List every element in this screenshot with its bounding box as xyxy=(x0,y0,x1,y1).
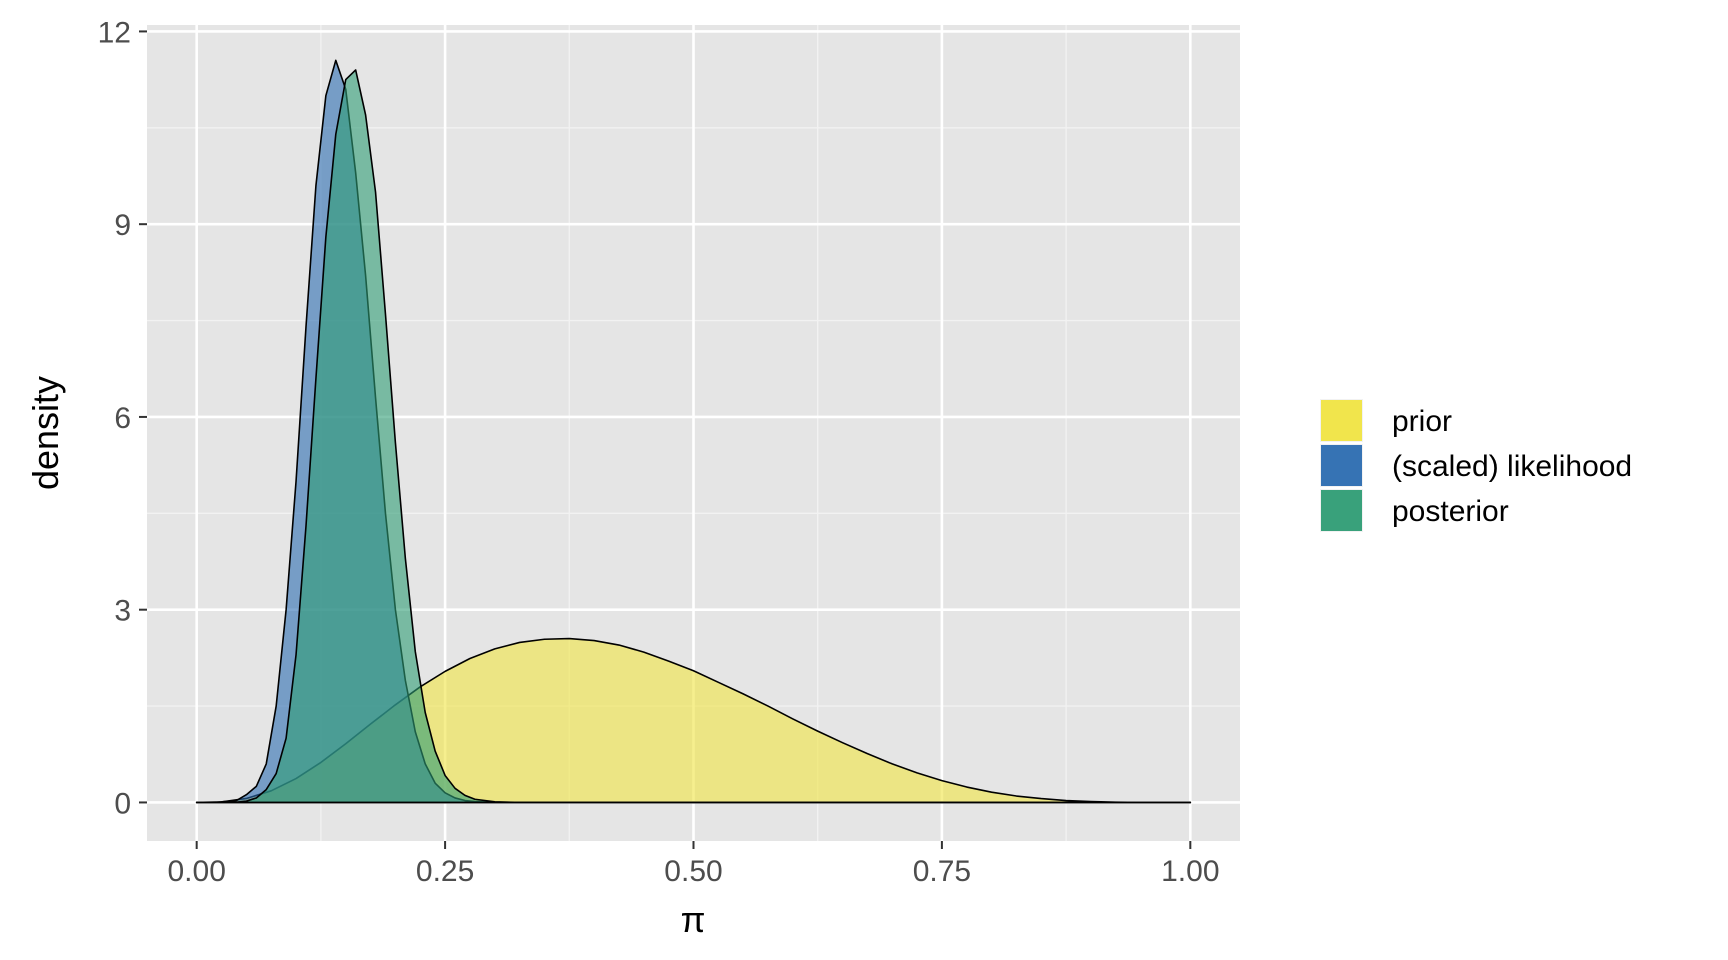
y-tick-label: 12 xyxy=(98,16,131,49)
density-area-2 xyxy=(195,69,1192,804)
legend-label-0: prior xyxy=(1392,405,1452,438)
x-tick-label: 1.00 xyxy=(1161,855,1219,888)
x-tick-label: 0.00 xyxy=(167,855,225,888)
y-tick-label: 9 xyxy=(114,209,131,242)
legend-label-2: posterior xyxy=(1392,495,1509,528)
legend-swatch-0 xyxy=(1321,400,1362,441)
legend-swatch-1 xyxy=(1321,445,1362,486)
y-tick-label: 6 xyxy=(114,402,131,435)
legend: prior (scaled) likelihood posterior xyxy=(1320,399,1632,532)
axes: 0.00 0.25 0.50 0.75 1.00 0 3 6 9 12 xyxy=(98,16,1220,888)
y-tick-label: 3 xyxy=(114,595,131,628)
y-tick-label: 0 xyxy=(114,787,131,820)
legend-swatch-2 xyxy=(1321,490,1362,531)
x-axis-title: π xyxy=(681,899,706,940)
legend-label-1: (scaled) likelihood xyxy=(1392,450,1632,483)
y-axis-title: density xyxy=(25,376,66,490)
x-tick-label: 0.50 xyxy=(664,855,722,888)
x-tick-label: 0.75 xyxy=(913,855,971,888)
density-areas xyxy=(195,59,1192,804)
x-tick-label: 0.25 xyxy=(416,855,474,888)
